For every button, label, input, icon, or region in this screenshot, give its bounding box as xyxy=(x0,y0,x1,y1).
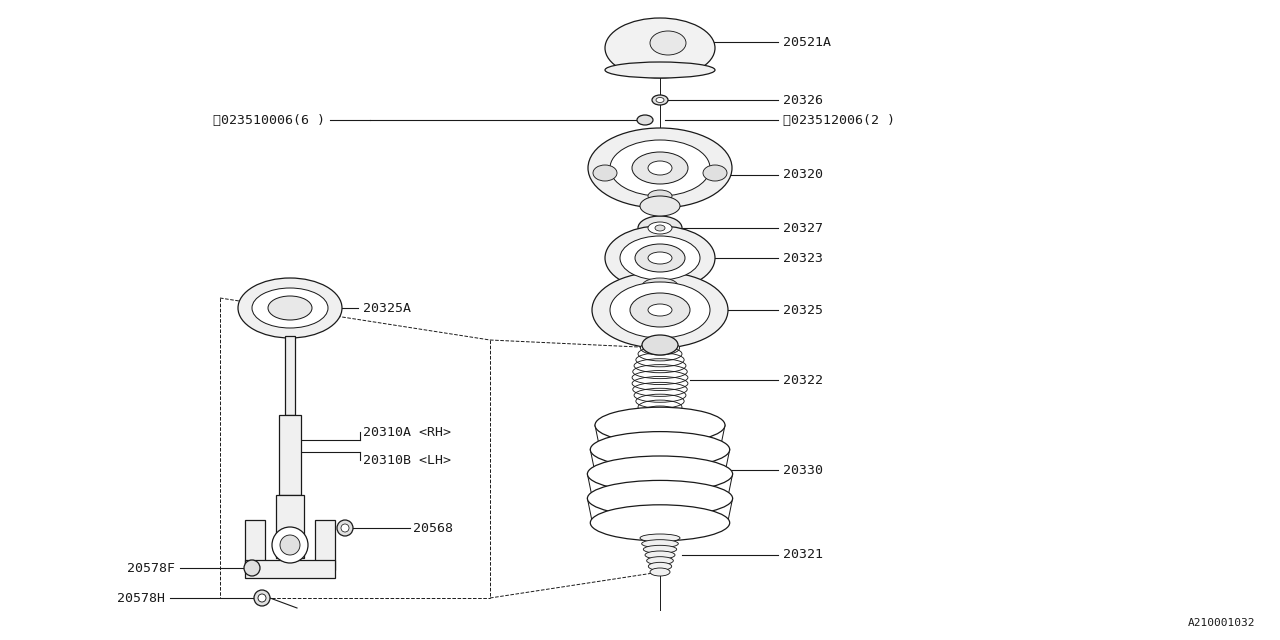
Text: 20521A: 20521A xyxy=(783,35,831,49)
Ellipse shape xyxy=(644,545,677,554)
Ellipse shape xyxy=(630,293,690,327)
Ellipse shape xyxy=(637,216,682,240)
Ellipse shape xyxy=(595,407,724,443)
Ellipse shape xyxy=(640,196,680,216)
Ellipse shape xyxy=(591,272,728,348)
Ellipse shape xyxy=(252,288,328,328)
Ellipse shape xyxy=(645,551,675,559)
Bar xyxy=(285,336,294,415)
Text: Ⓝ023510006(6 ): Ⓝ023510006(6 ) xyxy=(212,113,325,127)
Text: 20327: 20327 xyxy=(783,221,823,234)
Bar xyxy=(315,520,335,570)
Ellipse shape xyxy=(280,535,300,555)
Text: 20325: 20325 xyxy=(783,303,823,317)
Ellipse shape xyxy=(703,165,727,181)
Text: 20578F: 20578F xyxy=(127,561,175,575)
Ellipse shape xyxy=(238,278,342,338)
Ellipse shape xyxy=(244,560,260,576)
Ellipse shape xyxy=(648,190,672,202)
Text: 20321: 20321 xyxy=(783,548,823,561)
Ellipse shape xyxy=(273,527,308,563)
Bar xyxy=(244,560,335,578)
Ellipse shape xyxy=(640,341,680,355)
Ellipse shape xyxy=(337,520,353,536)
Ellipse shape xyxy=(588,128,732,208)
Ellipse shape xyxy=(641,540,678,548)
Ellipse shape xyxy=(268,296,312,320)
Text: 20320: 20320 xyxy=(783,168,823,182)
Text: 20310B <LH>: 20310B <LH> xyxy=(364,454,451,467)
Text: 20326: 20326 xyxy=(783,93,823,106)
Bar xyxy=(279,415,301,495)
Ellipse shape xyxy=(605,18,716,78)
Ellipse shape xyxy=(643,278,678,294)
Ellipse shape xyxy=(637,115,653,125)
Ellipse shape xyxy=(650,568,669,576)
Ellipse shape xyxy=(655,225,666,231)
Text: A210001032: A210001032 xyxy=(1188,618,1254,628)
Text: 20568: 20568 xyxy=(413,522,453,534)
Ellipse shape xyxy=(593,165,617,181)
Ellipse shape xyxy=(648,304,672,316)
Ellipse shape xyxy=(259,594,266,602)
Ellipse shape xyxy=(611,140,710,196)
Ellipse shape xyxy=(648,252,672,264)
Ellipse shape xyxy=(640,534,680,542)
Ellipse shape xyxy=(643,335,678,355)
Ellipse shape xyxy=(590,431,730,468)
Ellipse shape xyxy=(635,244,685,272)
Text: 20322: 20322 xyxy=(783,374,823,387)
Ellipse shape xyxy=(648,161,672,175)
Ellipse shape xyxy=(649,563,672,570)
Ellipse shape xyxy=(650,31,686,55)
Ellipse shape xyxy=(632,152,689,184)
Text: 20325A: 20325A xyxy=(364,301,411,314)
Ellipse shape xyxy=(605,226,716,290)
Text: 20310A <RH>: 20310A <RH> xyxy=(364,426,451,438)
Ellipse shape xyxy=(657,97,664,102)
Ellipse shape xyxy=(590,505,730,541)
Ellipse shape xyxy=(648,222,672,234)
Text: 20578H: 20578H xyxy=(116,591,165,605)
Text: 20323: 20323 xyxy=(783,252,823,264)
Ellipse shape xyxy=(620,236,700,280)
Ellipse shape xyxy=(652,95,668,105)
Ellipse shape xyxy=(588,481,732,516)
Text: Ⓝ023512006(2 ): Ⓝ023512006(2 ) xyxy=(783,113,895,127)
Text: 20330: 20330 xyxy=(783,463,823,477)
Ellipse shape xyxy=(340,524,349,532)
Bar xyxy=(276,495,305,558)
Bar xyxy=(244,520,265,570)
Ellipse shape xyxy=(253,590,270,606)
Ellipse shape xyxy=(588,456,732,492)
Ellipse shape xyxy=(611,282,710,338)
Ellipse shape xyxy=(605,62,716,78)
Ellipse shape xyxy=(646,557,673,564)
